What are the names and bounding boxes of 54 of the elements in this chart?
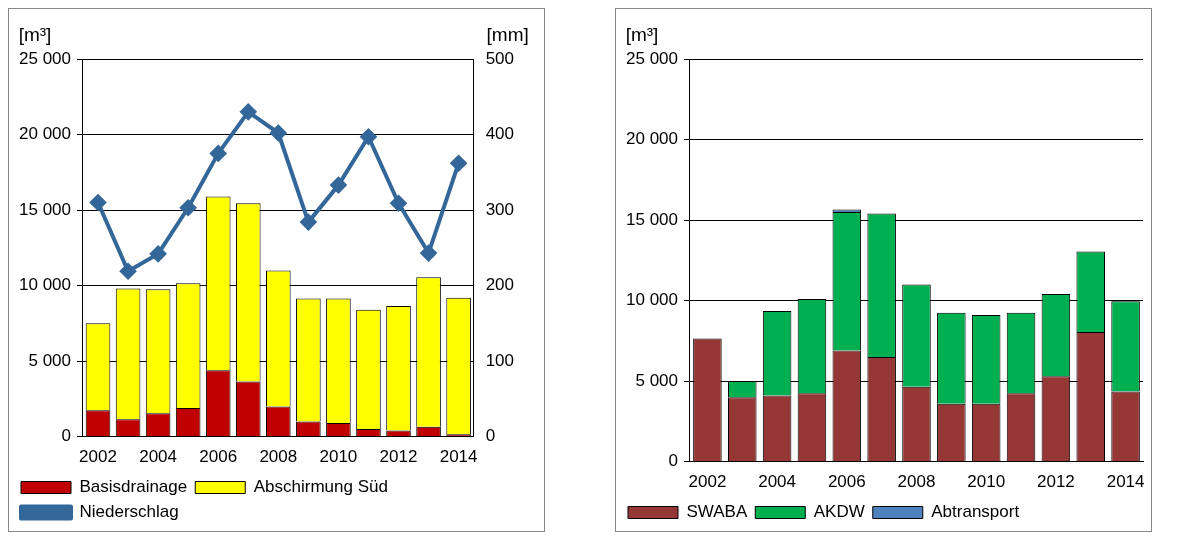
y2-axis-title: [mm]: [486, 23, 529, 45]
x-tick-label: 2006: [199, 447, 238, 467]
y-tick-label: 20 000: [19, 124, 71, 144]
x-tick-label: 2014: [1106, 472, 1145, 492]
point: [90, 194, 107, 211]
x-tick-label: 2002: [688, 472, 727, 492]
x-tick-label: 2014: [439, 447, 478, 467]
y-tick-label: 20 000: [626, 129, 678, 149]
x-tick-label: 2010: [967, 472, 1006, 492]
y-tick-label: 25 000: [19, 48, 71, 68]
y2-tick-label: 100: [485, 350, 515, 370]
legend-label: AKDW: [813, 502, 865, 522]
point: [330, 177, 347, 194]
legend-label: Abtransport: [931, 502, 1020, 522]
y-axis-title: [m³]: [625, 23, 659, 45]
point: [240, 103, 257, 120]
y2-tick-label: 400: [485, 124, 515, 144]
point: [210, 145, 227, 162]
y-axis-title: [m³]: [18, 23, 52, 45]
y-tick-label: 5 000: [28, 350, 71, 370]
x-tick-label: 2002: [79, 447, 117, 467]
x-tick-label: 2012: [379, 447, 418, 467]
x-tick-label: 2004: [758, 472, 797, 492]
point: [390, 195, 407, 212]
x-tick-label: 2010: [319, 447, 358, 467]
x-tick-label: 2006: [827, 472, 866, 492]
x-tick-label: 2012: [1036, 472, 1075, 492]
point: [270, 125, 287, 142]
point: [150, 245, 167, 262]
x-tick-label: 2008: [897, 472, 936, 492]
y2-tick-label: 0: [485, 426, 496, 446]
y-tick-label: 10 000: [626, 290, 678, 310]
y-tick-label: 0: [61, 426, 71, 446]
y2-tick-label: 300: [485, 199, 515, 219]
point: [450, 155, 467, 172]
y2-tick-label: 500: [485, 48, 515, 68]
legend-label: Abschirmung Süd: [253, 477, 388, 497]
y2-tick-label: 200: [485, 275, 515, 295]
point: [120, 263, 137, 280]
y-tick-label: 0: [668, 451, 678, 471]
x-tick-label: 2008: [259, 447, 298, 467]
y-tick-label: 25 000: [626, 48, 678, 68]
point: [300, 214, 317, 231]
point: [360, 128, 377, 145]
point: [420, 245, 437, 262]
legend-label: SWABA: [686, 502, 748, 522]
y-tick-label: 10 000: [19, 275, 71, 295]
x-tick-label: 2004: [139, 447, 178, 467]
legend-label: Niederschlag: [79, 502, 179, 522]
y-tick-label: 15 000: [19, 199, 71, 219]
point: [180, 199, 197, 216]
legend-label: Basisdrainage: [79, 477, 188, 497]
y-tick-label: 15 000: [626, 209, 678, 229]
y-tick-label: 5 000: [635, 370, 678, 390]
